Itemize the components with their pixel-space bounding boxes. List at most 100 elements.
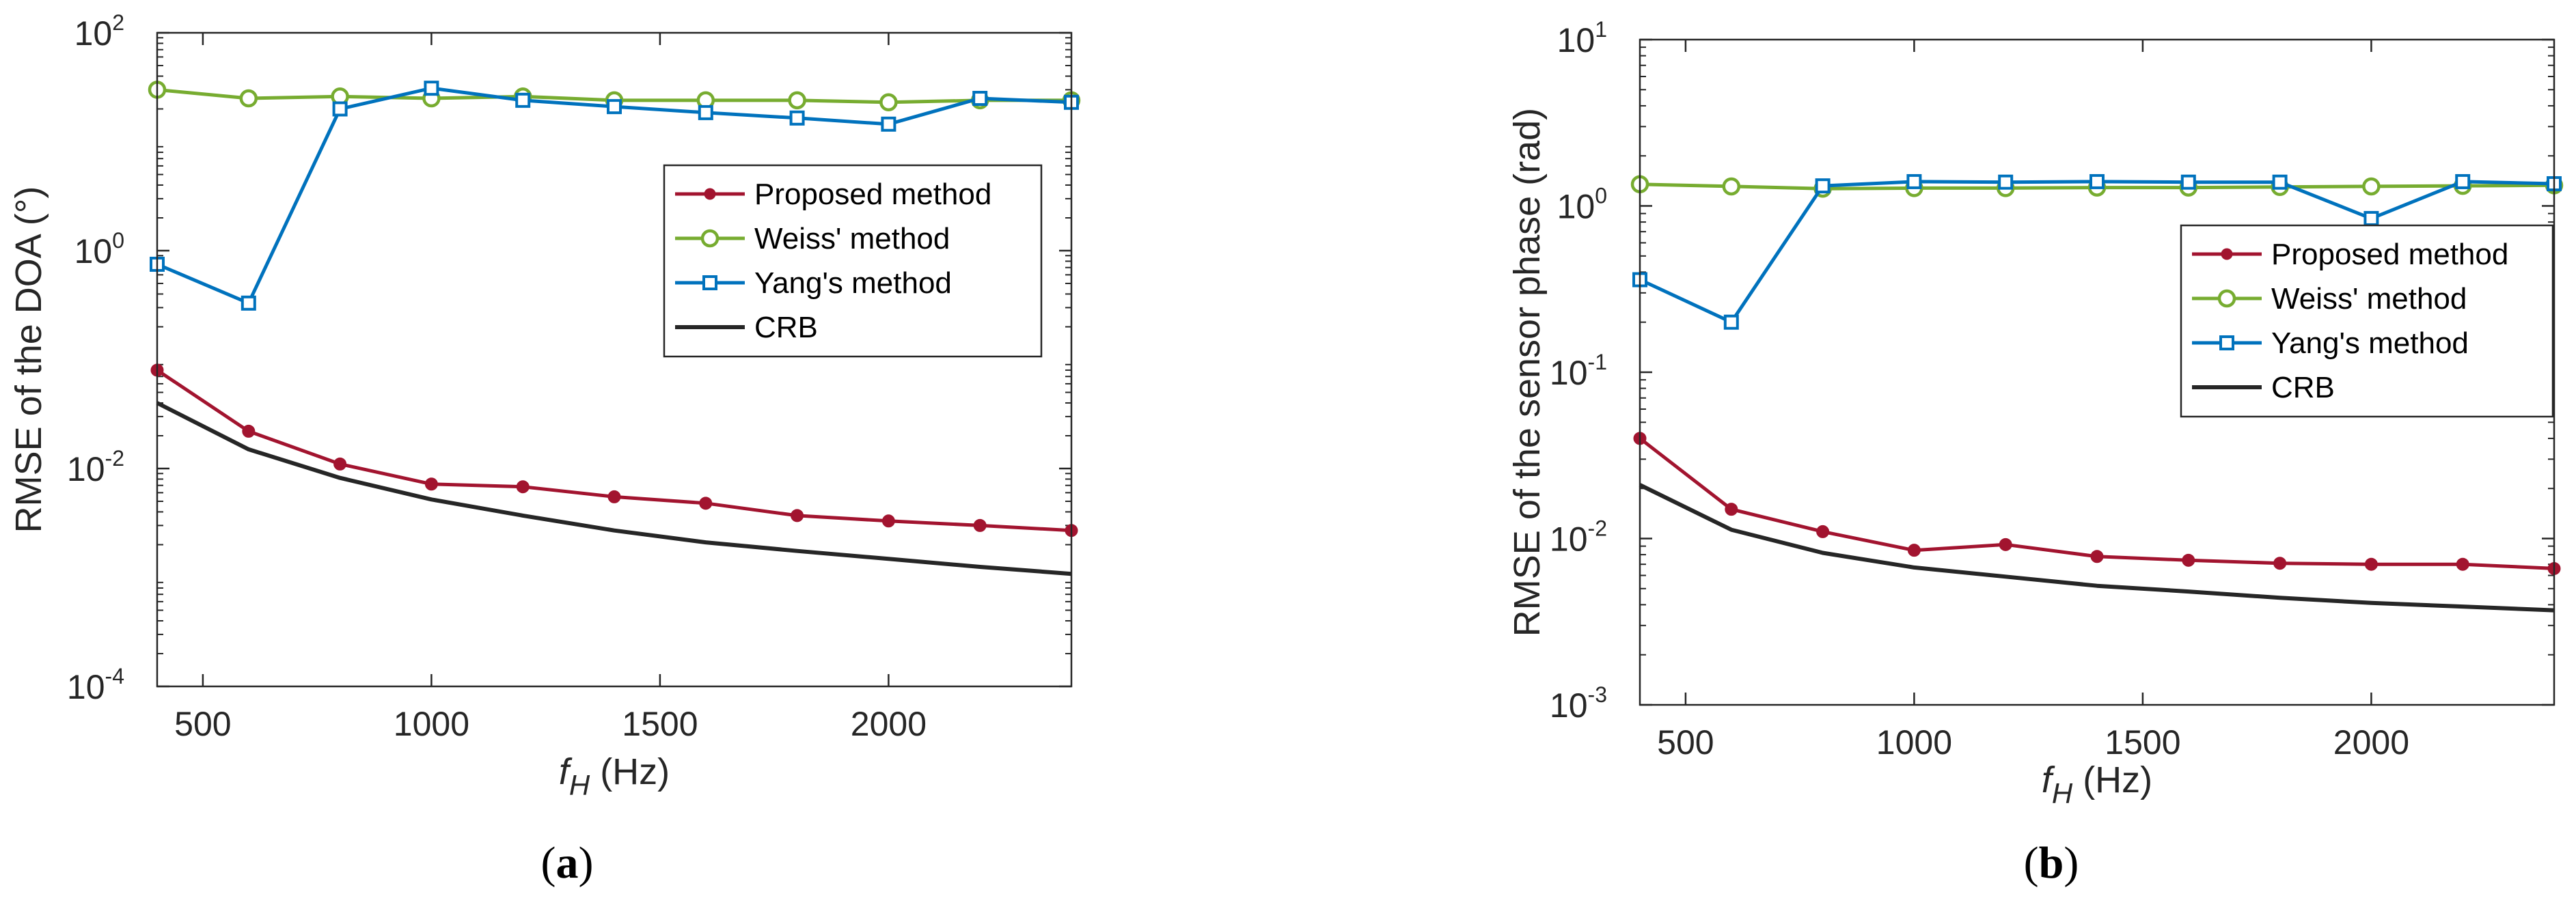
data-point bbox=[242, 424, 256, 438]
x-tick-label: 500 bbox=[174, 705, 231, 743]
series-line bbox=[156, 401, 1072, 576]
data-point bbox=[698, 104, 713, 120]
y-axis-label: RMSE of the DOA (°) bbox=[8, 186, 49, 533]
y-tick-exponent: 0 bbox=[1595, 184, 1607, 208]
data-point bbox=[2362, 177, 2381, 196]
y-tick-exponent: -1 bbox=[1588, 350, 1607, 374]
y-tick-base: 10 bbox=[74, 232, 113, 270]
x-tick-label: 500 bbox=[1657, 723, 1714, 762]
y-tick-label: 10-3 bbox=[1550, 682, 1607, 725]
data-point bbox=[879, 93, 898, 112]
y-tick-label: 10-2 bbox=[1550, 516, 1607, 559]
x-tick-label: 1000 bbox=[394, 705, 469, 743]
data-point bbox=[2272, 174, 2288, 190]
data-point bbox=[1998, 174, 2014, 190]
legend-marker bbox=[704, 188, 716, 200]
x-label-unit: (Hz) bbox=[590, 751, 670, 792]
series-proposed-method bbox=[1633, 432, 2561, 575]
data-point bbox=[1999, 538, 2012, 551]
x-label-symbol: f bbox=[2042, 759, 2055, 800]
y-tick-exponent: -3 bbox=[1588, 682, 1607, 707]
data-point bbox=[788, 91, 806, 110]
legend-box bbox=[663, 164, 1043, 358]
y-tick-exponent: 2 bbox=[112, 10, 124, 35]
legend-label: Weiss' method bbox=[754, 222, 950, 255]
caption-close: ) bbox=[2064, 838, 2079, 888]
data-point bbox=[972, 91, 988, 107]
data-point bbox=[2363, 210, 2379, 226]
x-tick-label: 1000 bbox=[1876, 723, 1952, 762]
data-point bbox=[516, 480, 530, 494]
axes-frame bbox=[1639, 38, 2556, 706]
x-label-subscript: H bbox=[2052, 777, 2073, 809]
data-point bbox=[1906, 173, 1922, 189]
data-point bbox=[241, 295, 256, 311]
caption-open: ( bbox=[2024, 838, 2039, 888]
data-point bbox=[2273, 557, 2287, 570]
y-tick-base: 10 bbox=[74, 14, 113, 53]
legend: Proposed method Weiss' method Yang's metho… bbox=[2180, 224, 2554, 418]
y-tick-exponent: -2 bbox=[105, 446, 124, 471]
series-line bbox=[1639, 483, 2555, 613]
y-tick-base: 10 bbox=[67, 668, 105, 706]
series-crb bbox=[1639, 483, 2555, 613]
caption-close: ) bbox=[579, 838, 594, 888]
plot-area bbox=[157, 33, 1071, 686]
x-tick-label: 2000 bbox=[851, 705, 927, 743]
legend-label: Proposed method bbox=[2271, 238, 2508, 271]
data-point bbox=[607, 99, 622, 115]
x-tick-label: 2000 bbox=[2333, 723, 2409, 762]
caption-letter: a bbox=[556, 838, 579, 888]
series-crb bbox=[156, 401, 1072, 576]
y-tick-base: 10 bbox=[1550, 520, 1588, 559]
y-tick-label: 100 bbox=[74, 228, 124, 270]
data-point bbox=[333, 457, 347, 471]
data-point bbox=[332, 101, 348, 117]
axes-frame bbox=[156, 31, 1073, 688]
data-point bbox=[2182, 553, 2195, 567]
y-tick-base: 10 bbox=[67, 450, 105, 488]
data-point bbox=[881, 116, 896, 132]
data-point bbox=[1722, 177, 1741, 196]
legend-label: CRB bbox=[754, 311, 818, 344]
y-tick-exponent: -4 bbox=[105, 664, 124, 688]
data-point bbox=[2456, 557, 2469, 571]
data-point bbox=[791, 509, 804, 522]
y-tick-label: 10-4 bbox=[67, 664, 124, 706]
y-tick-label: 10-1 bbox=[1550, 350, 1607, 392]
data-point bbox=[789, 110, 805, 126]
legend-marker bbox=[702, 275, 717, 290]
y-tick-base: 10 bbox=[1550, 354, 1588, 392]
data-point bbox=[607, 490, 621, 503]
data-point bbox=[1816, 525, 1830, 538]
data-point bbox=[2364, 557, 2378, 571]
y-tick-label: 102 bbox=[74, 10, 124, 53]
data-point bbox=[239, 89, 258, 108]
panel-caption: (b) bbox=[2024, 838, 2079, 888]
x-axis-label: fH (Hz) bbox=[2042, 759, 2152, 809]
data-point bbox=[424, 81, 439, 96]
data-point bbox=[1723, 314, 1739, 330]
legend: Proposed method Weiss' method Yang's metho… bbox=[663, 164, 1043, 358]
x-label-unit: (Hz) bbox=[2072, 759, 2152, 800]
legend-marker bbox=[2219, 335, 2234, 350]
y-tick-exponent: 0 bbox=[112, 228, 124, 253]
legend-marker bbox=[2217, 289, 2236, 308]
legend-label: CRB bbox=[2271, 371, 2335, 404]
data-point bbox=[1907, 544, 1921, 557]
data-point bbox=[973, 518, 987, 532]
data-point bbox=[1725, 503, 1738, 516]
series-yang-s-method bbox=[1632, 173, 2562, 330]
y-tick-base: 10 bbox=[1557, 188, 1595, 226]
legend-label: Weiss' method bbox=[2271, 282, 2467, 316]
y-tick-base: 10 bbox=[1550, 686, 1588, 725]
legend-marker bbox=[700, 229, 720, 248]
data-point bbox=[2089, 173, 2105, 189]
legend-box bbox=[2180, 224, 2554, 418]
data-point bbox=[881, 514, 895, 528]
x-axis-label: fH (Hz) bbox=[559, 751, 670, 801]
data-point bbox=[2180, 174, 2196, 190]
